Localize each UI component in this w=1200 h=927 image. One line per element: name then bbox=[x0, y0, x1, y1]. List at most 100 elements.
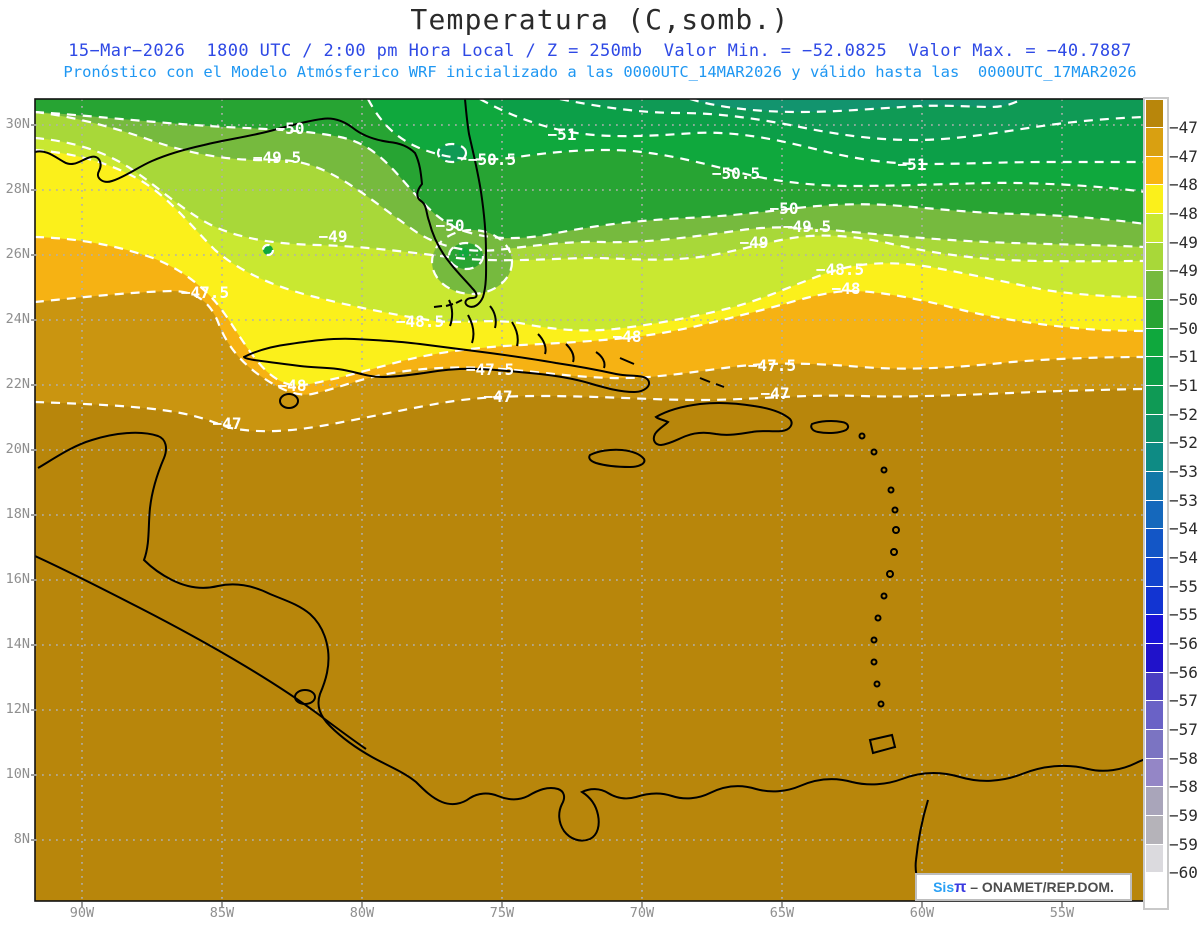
model-info-subtitle: Pronóstico con el Modelo Atmósferico WRF… bbox=[63, 63, 1137, 81]
contour-label: −50 bbox=[435, 216, 465, 235]
colorbar-tick-label: −52.5 bbox=[1169, 433, 1200, 453]
contour-label: −49.5 bbox=[782, 217, 832, 236]
trinidad bbox=[868, 733, 897, 755]
lat-tick-label: 14N bbox=[5, 636, 30, 652]
colorbar-tick-label: −58.5 bbox=[1169, 777, 1200, 797]
contour-label: −47 bbox=[212, 414, 242, 433]
lat-tick-label: 18N bbox=[5, 506, 30, 522]
central-south-america-coast bbox=[37, 431, 1145, 842]
colorbar-swatch bbox=[1145, 614, 1164, 646]
contour-label: −49.5 bbox=[252, 148, 302, 167]
contour-label: −47 bbox=[483, 387, 513, 406]
lon-tick bbox=[361, 902, 363, 907]
lat-tick-label: 12N bbox=[5, 701, 30, 717]
colorbar-swatch bbox=[1145, 643, 1164, 675]
colorbar-tick-label: −51 bbox=[1169, 347, 1198, 367]
contour-label: −47 bbox=[760, 384, 790, 403]
contour-label: −50 bbox=[275, 119, 305, 138]
colorbar-swatch bbox=[1145, 671, 1164, 703]
colorbar-tick-label: −51.5 bbox=[1169, 375, 1200, 395]
lon-tick-label: 55W bbox=[1049, 905, 1075, 921]
contour-label: −50.5 bbox=[711, 164, 761, 183]
lon-tick-label: 80W bbox=[349, 905, 375, 921]
colorbar-swatch bbox=[1145, 471, 1164, 503]
colorbar-swatch bbox=[1145, 843, 1164, 875]
contour-label: −47.5 bbox=[747, 356, 797, 375]
lat-tick-label: 20N bbox=[5, 441, 30, 457]
logo-sis-text: Sis bbox=[933, 879, 955, 895]
colorbar-swatch bbox=[1145, 585, 1164, 617]
colorbar-swatch bbox=[1145, 528, 1164, 560]
colorbar-tick-label: −57.5 bbox=[1169, 719, 1200, 739]
contour-label: −47.5 bbox=[180, 283, 230, 302]
colorbar-tick-label: −56 bbox=[1169, 633, 1198, 653]
lon-tick-label: 60W bbox=[909, 905, 935, 921]
colorbar-swatch bbox=[1145, 442, 1164, 474]
jamaica-coast bbox=[588, 448, 646, 469]
colorbar-swatch bbox=[1145, 814, 1164, 847]
lon-tick bbox=[501, 902, 503, 907]
colorbar-swatch bbox=[1145, 499, 1164, 531]
contour-label: −48 bbox=[612, 327, 642, 346]
colorbar-tick-label: −48 bbox=[1169, 175, 1198, 195]
colorbar-swatch bbox=[1145, 786, 1164, 818]
colorbar-tick-label: −55 bbox=[1169, 576, 1198, 596]
cuba-coast bbox=[242, 337, 650, 394]
colorbar-swatch bbox=[1145, 270, 1164, 302]
contour-label: −51 bbox=[547, 125, 577, 144]
lat-tick bbox=[31, 124, 36, 126]
lon-tick-label: 90W bbox=[69, 905, 95, 921]
lon-tick-label: 65W bbox=[769, 905, 795, 921]
lon-tick-label: 75W bbox=[489, 905, 515, 921]
lon-tick bbox=[1061, 902, 1063, 907]
contour-label: −49 bbox=[318, 227, 348, 246]
contour-label: −51 bbox=[897, 155, 927, 174]
colorbar-swatch bbox=[1145, 385, 1164, 417]
contour-label: −48.5 bbox=[395, 312, 445, 331]
lat-tick-label: 16N bbox=[5, 571, 30, 587]
logo-agency-text: – ONAMET/REP.DOM. bbox=[970, 879, 1114, 895]
puerto-rico-coast bbox=[810, 419, 850, 435]
colorbar-swatch bbox=[1145, 872, 1164, 904]
hispaniola-coast bbox=[652, 401, 793, 447]
valid-time-subtitle: 15−Mar−2026 1800 UTC / 2:00 pm Hora Loca… bbox=[68, 41, 1132, 61]
lat-tick bbox=[31, 644, 36, 646]
colorbar-tick-label: −50.5 bbox=[1169, 318, 1200, 338]
colorbar-swatch bbox=[1145, 98, 1164, 130]
colorbar-swatch bbox=[1145, 557, 1164, 589]
colorbar-tick-label: −54.5 bbox=[1169, 547, 1200, 567]
lat-tick bbox=[31, 319, 36, 321]
colorbar-tick-label: −57 bbox=[1169, 691, 1198, 711]
colorbar-tick-label: −59 bbox=[1169, 805, 1198, 825]
colorbar-swatch bbox=[1145, 413, 1164, 445]
onamet-logo-badge: Sisπ – ONAMET/REP.DOM. bbox=[915, 873, 1132, 901]
colorbar-tick-label: −52 bbox=[1169, 404, 1198, 424]
colorbar-swatch bbox=[1145, 155, 1164, 188]
lat-tick bbox=[31, 254, 36, 256]
lake-nicaragua bbox=[294, 689, 316, 705]
colorbar-swatch bbox=[1145, 327, 1164, 359]
colorbar-tick-label: −53 bbox=[1169, 461, 1198, 481]
lat-tick-label: 24N bbox=[5, 311, 30, 327]
colorbar-tick-label: −49 bbox=[1169, 232, 1198, 252]
colorbar-swatch bbox=[1145, 127, 1164, 159]
colorbar-swatch bbox=[1145, 757, 1164, 789]
logo-pi-icon: π bbox=[954, 879, 967, 896]
colorbar-tick-label: −55.5 bbox=[1169, 605, 1200, 625]
lat-tick bbox=[31, 774, 36, 776]
isla-juventud bbox=[279, 393, 299, 409]
gulf-coast-florida bbox=[35, 99, 488, 308]
lon-tick bbox=[641, 902, 643, 907]
lat-tick bbox=[31, 514, 36, 516]
colorbar-swatch bbox=[1145, 729, 1164, 761]
colorbar-tick-label: −60 bbox=[1169, 863, 1198, 883]
colorbar-tick-label: −48.5 bbox=[1169, 203, 1200, 223]
lon-tick-label: 70W bbox=[629, 905, 655, 921]
colorbar-tick-label: −50 bbox=[1169, 289, 1198, 309]
colorbar-tick-label: −53.5 bbox=[1169, 490, 1200, 510]
colorbar-swatch bbox=[1145, 213, 1164, 245]
contour-label: −48 bbox=[277, 376, 307, 395]
colorbar-tick-label: −47.5 bbox=[1169, 146, 1200, 166]
lat-tick-label: 26N bbox=[5, 246, 30, 262]
colorbar-tick-label: −58 bbox=[1169, 748, 1198, 768]
